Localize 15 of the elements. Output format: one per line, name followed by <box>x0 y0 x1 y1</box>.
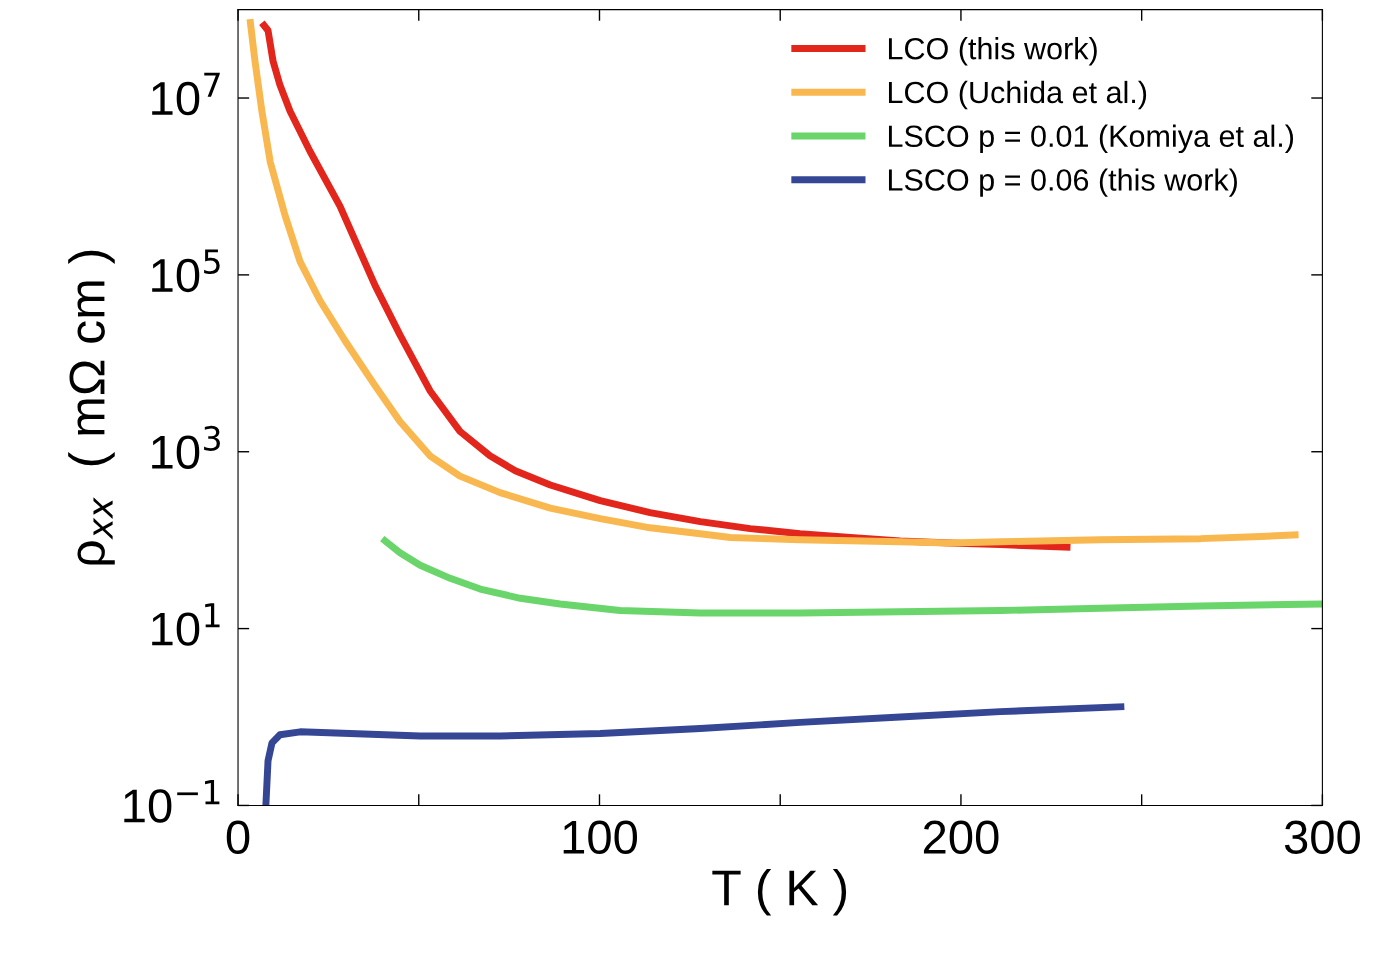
y-axis-title: ρ$_{xx}$ ( mΩ cm ) <box>68 250 115 565</box>
x-tick-label: 100 <box>563 820 638 855</box>
legend-label: LCO (this work) <box>888 37 1097 66</box>
y-tick-label: 10$^{1}$ <box>152 603 220 646</box>
x-tick-label: 200 <box>923 820 999 855</box>
legend-label: LSCO p = 0.06 (this work) <box>888 168 1237 197</box>
legend-label: LSCO p = 0.01 (Komiya et al.) <box>888 124 1294 154</box>
y-tick-label: 10$^{5}$ <box>152 249 220 293</box>
x-axis-title: T ( K ) <box>712 868 847 916</box>
y-tick-label: 10$^{7}$ <box>152 72 220 116</box>
legend-label: LCO (Uchida et al.) <box>888 80 1147 110</box>
y-tick-label: 10$^{−1}$ <box>124 780 220 823</box>
x-tick-label: 300 <box>1284 820 1360 855</box>
x-tick-label: 0 <box>226 820 250 855</box>
y-tick-label: 10$^{3}$ <box>152 425 220 469</box>
